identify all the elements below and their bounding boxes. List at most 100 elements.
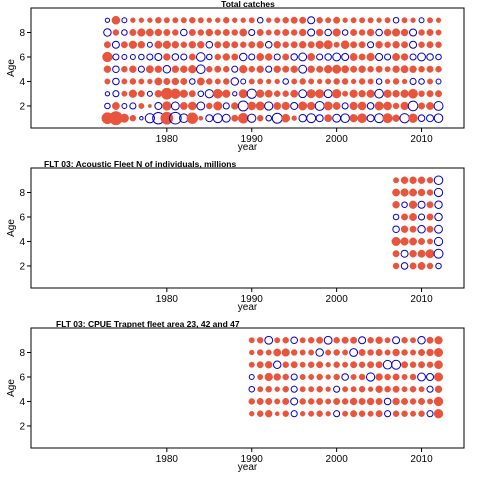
bubble-negative — [273, 348, 282, 357]
bubble-negative — [366, 52, 375, 62]
bubble-negative — [426, 189, 434, 196]
bubble-negative — [265, 29, 272, 36]
bubble-negative — [239, 65, 248, 74]
bubble-negative — [154, 90, 163, 98]
y-axis-label: Age — [6, 379, 17, 397]
bubble-positive — [306, 113, 317, 124]
bubble-positive — [248, 28, 256, 37]
bubble-negative — [231, 29, 239, 36]
bubble-negative — [384, 337, 391, 344]
chart-panel-1: Total catches 1980 1990 2000 2010 2 4 6 8 year Age — [6, 0, 465, 153]
bubble-negative — [400, 28, 409, 37]
bubble-negative — [384, 349, 391, 356]
bubble-negative — [282, 53, 290, 61]
bubble-positive — [256, 16, 264, 24]
bubble-positive — [206, 53, 213, 61]
bubble-negative — [308, 78, 315, 85]
bubble-negative — [426, 177, 434, 184]
bubble-negative — [188, 53, 196, 61]
bubble-negative — [307, 41, 315, 49]
bubble-positive — [189, 78, 196, 85]
bubble-negative — [408, 200, 418, 209]
bubble-negative — [425, 249, 435, 259]
bubble-negative — [316, 397, 324, 405]
bubble-negative — [282, 17, 289, 24]
bubble-negative — [273, 41, 281, 49]
bubble-positive — [417, 114, 426, 122]
bubble-negative — [358, 41, 366, 49]
bubble-negative — [257, 374, 264, 380]
bubble-positive — [273, 53, 281, 61]
bubble-negative — [147, 17, 153, 23]
bubble-positive — [316, 53, 324, 61]
bubble-negative — [342, 90, 349, 97]
bubble-negative — [282, 90, 289, 97]
bubble-negative — [324, 114, 333, 123]
bubble-negative — [409, 188, 417, 197]
bubble-negative — [180, 41, 188, 48]
bubble-negative — [308, 386, 315, 393]
bubble-positive — [248, 53, 256, 61]
bubble-negative — [266, 78, 272, 85]
bubble-positive — [121, 53, 128, 60]
bubble-positive — [239, 52, 248, 62]
bubble-negative — [341, 336, 349, 344]
bubble-negative — [316, 373, 323, 381]
bubble-positive — [315, 114, 324, 123]
bubble-positive — [400, 262, 409, 270]
bubble-positive — [433, 100, 444, 111]
bubble-positive — [384, 53, 392, 61]
bubble-negative — [180, 77, 188, 85]
bubble-positive — [290, 410, 298, 418]
bubble-positive — [264, 335, 274, 345]
bubble-negative — [171, 41, 180, 49]
bubble-negative — [147, 104, 152, 108]
bubble-positive — [162, 65, 172, 74]
bubble-positive — [112, 90, 120, 98]
bubble-negative — [232, 17, 238, 23]
bubble-negative — [282, 397, 290, 405]
bubble-negative — [282, 41, 289, 48]
bubble-negative — [307, 337, 315, 344]
bubble-negative — [145, 65, 154, 74]
bubble-negative — [265, 397, 273, 405]
bubble-negative — [256, 89, 265, 98]
bubble-positive — [104, 91, 111, 97]
bubble-negative — [392, 53, 400, 61]
bubble-negative — [189, 17, 196, 24]
bubble-negative — [383, 89, 392, 98]
bubble-negative — [358, 373, 366, 381]
bubble-negative — [273, 373, 281, 381]
chart-title: FLT 03: Acoustic Fleet N of individuals,… — [44, 159, 236, 169]
bubble-negative — [248, 65, 255, 73]
bubble-negative — [237, 112, 249, 124]
bubble-negative — [249, 349, 255, 356]
bubble-negative — [332, 102, 341, 110]
bubble-negative — [426, 336, 434, 344]
bubble-negative — [408, 113, 418, 123]
bubble-positive — [103, 28, 112, 37]
bubble-negative — [331, 89, 342, 99]
bubble-negative — [392, 41, 400, 49]
bubble-positive — [341, 102, 349, 110]
bubble-positive — [230, 77, 239, 86]
bubble-negative — [231, 102, 239, 110]
bubble-negative — [426, 65, 434, 73]
bubble-negative — [290, 16, 298, 24]
bubble-negative — [418, 361, 426, 369]
bubble-negative — [315, 89, 325, 99]
bubble-positive — [290, 385, 298, 393]
bubble-negative — [375, 41, 383, 49]
bubble-negative — [222, 53, 230, 61]
bubble-negative — [400, 89, 409, 98]
bubble-negative — [273, 29, 281, 36]
bubble-positive — [375, 52, 384, 61]
bubble-negative — [307, 398, 315, 405]
bubble-positive — [392, 213, 400, 221]
bubble-negative — [418, 41, 425, 48]
bubble-negative — [249, 411, 255, 417]
bubble-negative — [401, 349, 408, 356]
bubble-positive — [129, 53, 136, 60]
bubble-negative — [299, 337, 306, 344]
